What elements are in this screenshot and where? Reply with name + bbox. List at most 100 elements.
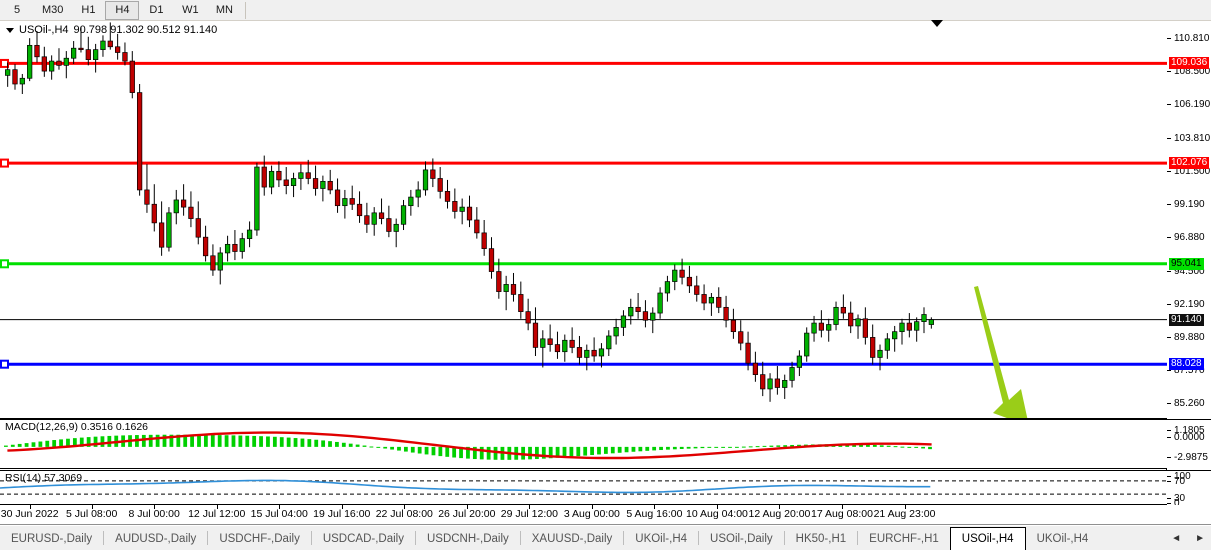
- symbol-tab[interactable]: XAUUSD-,Daily: [531, 532, 613, 545]
- symbol-tab-bar: EURUSD-,Daily AUDUSD-,Daily USDCHF-,Daily U…: [0, 526, 1211, 550]
- symbol-tab[interactable]: USOil-,Daily: [710, 532, 773, 545]
- symbol-tab[interactable]: UKOil-,H4: [635, 532, 688, 545]
- time-tick-mark: [466, 505, 468, 509]
- tick-mark: [1167, 403, 1171, 405]
- tick-mark: [1167, 337, 1171, 339]
- symbol-tab[interactable]: USOil-,H4: [949, 527, 1026, 550]
- time-tick-mark: [904, 505, 906, 509]
- macd-tick-label: 0.0000: [1167, 431, 1211, 443]
- candlestick-series: [5, 22, 934, 402]
- rsi-tick-label: 70: [1167, 475, 1211, 487]
- symbol-tab[interactable]: EURCHF-,H1: [869, 532, 939, 545]
- timeframe-button-h4[interactable]: H4: [105, 0, 140, 20]
- tick-mark: [1167, 37, 1171, 39]
- symbol-tab[interactable]: UKOil-,H4: [1036, 532, 1089, 545]
- tick-mark: [1167, 502, 1171, 504]
- price-tick-label: 110.810: [1167, 32, 1211, 44]
- price-tick-label: 103.810: [1167, 132, 1211, 144]
- price-level-badge-support[interactable]: 95.041: [1169, 257, 1204, 270]
- tick-mark: [1167, 436, 1171, 438]
- tick-mark: [1167, 475, 1171, 477]
- tab-divider: [310, 531, 312, 545]
- price-tick-label: 89.880: [1167, 332, 1211, 344]
- time-tick-mark: [404, 505, 406, 509]
- time-tick-label: 12 Aug 20:00: [748, 508, 811, 520]
- tab-prev-arrow-icon[interactable]: ◄: [1171, 532, 1182, 544]
- timeframe-toolbar: 5 M30 H1 H4 D1 W1 MN: [0, 0, 1211, 21]
- timeframe-button-d1[interactable]: D1: [149, 4, 164, 16]
- tick-mark: [1167, 480, 1171, 482]
- tick-mark: [1167, 456, 1171, 458]
- axis-separator: [1167, 419, 1211, 420]
- tick-mark: [1167, 304, 1171, 306]
- price-level-badge-last-price[interactable]: 91.140: [1169, 313, 1204, 326]
- tab-navigation: ◄ ►: [1171, 526, 1211, 550]
- time-tick-label: 5 Jul 08:00: [65, 508, 118, 520]
- time-tick-label: 5 Aug 16:00: [626, 508, 683, 520]
- tab-divider: [414, 531, 416, 545]
- tab-divider: [623, 531, 625, 545]
- chart-top-marker-icon: [931, 20, 943, 27]
- chart-plot-area[interactable]: MACD(12,26,9) 0.3516 0.1626 RSI(14) 57.3…: [0, 21, 1167, 505]
- price-tick-label: 94.500: [1167, 266, 1211, 278]
- tick-mark: [1167, 103, 1171, 105]
- chart-header: USOil-,H4 90.798 91.302 90.512 91.140: [0, 22, 217, 38]
- tick-mark: [1167, 70, 1171, 72]
- time-tick-label: 21 Aug 23:00: [873, 508, 936, 520]
- horizontal-level-line[interactable]: [0, 58, 1167, 68]
- time-tick-mark: [216, 505, 218, 509]
- time-tick-label: 26 Jul 20:00: [438, 508, 496, 520]
- symbol-tab[interactable]: USDCHF-,Daily: [219, 532, 300, 545]
- symbol-tab[interactable]: HK50-,H1: [795, 532, 847, 545]
- macd-pane[interactable]: MACD(12,26,9) 0.3516 0.1626: [0, 419, 1167, 469]
- price-tick-label: 106.190: [1167, 98, 1211, 110]
- horizontal-level-line[interactable]: [0, 259, 1167, 269]
- chevron-down-icon[interactable]: [6, 27, 14, 33]
- timeframe-button-w1[interactable]: W1: [182, 4, 199, 16]
- symbol-tab[interactable]: USDCNH-,Daily: [426, 532, 509, 545]
- tick-mark: [1167, 370, 1171, 372]
- rsi-tick-label: 100: [1167, 470, 1211, 482]
- rsi-tick-label: 30: [1167, 492, 1211, 504]
- time-tick-label: 12 Jul 12:00: [188, 508, 246, 520]
- tab-divider: [103, 531, 105, 545]
- price-pane[interactable]: [0, 21, 1167, 419]
- price-axis-scale[interactable]: 110.810 108.500 106.190 103.810 101.500 99.19…: [1167, 21, 1211, 509]
- rsi-pane[interactable]: RSI(14) 57.3069: [0, 470, 1167, 505]
- tab-divider: [857, 531, 859, 545]
- symbol-tab[interactable]: USDCAD-,Daily: [322, 532, 404, 545]
- tab-next-arrow-icon[interactable]: ►: [1195, 532, 1205, 544]
- tick-mark: [1167, 497, 1171, 499]
- time-tick-mark: [29, 505, 31, 509]
- macd-tick-label: -2.9875: [1167, 451, 1211, 463]
- price-level-badge-resistance[interactable]: 102.076: [1169, 157, 1210, 170]
- time-tick-mark: [716, 505, 718, 509]
- timeframe-button-m30[interactable]: M30: [42, 4, 64, 16]
- symbol-tab[interactable]: AUDUSD-,Daily: [115, 532, 197, 545]
- timeframe-button-h1[interactable]: H1: [81, 4, 96, 16]
- tab-divider: [783, 531, 785, 545]
- time-tick-mark: [91, 505, 93, 509]
- time-tick-mark: [279, 505, 281, 509]
- horizontal-level-line[interactable]: [0, 359, 1167, 369]
- tick-mark: [1167, 271, 1171, 273]
- price-level-badge-resistance[interactable]: 109.036: [1169, 57, 1210, 70]
- time-tick-label: 3 Aug 00:00: [563, 508, 620, 520]
- time-tick-label: 30 Jun 2022: [0, 508, 59, 520]
- tick-mark: [1167, 236, 1171, 238]
- time-axis-scale[interactable]: 30 Jun 2022 5 Jul 08:00 8 Jul 00:00 12 Jul …: [0, 505, 1211, 525]
- timeframe-button-mn[interactable]: MN: [215, 4, 233, 16]
- ohlc-values: 90.798 91.302 90.512 91.140: [73, 24, 218, 36]
- price-tick-label: 92.190: [1167, 299, 1211, 311]
- price-tick-label: 99.190: [1167, 198, 1211, 210]
- timeframe-button-5[interactable]: 5: [13, 4, 21, 16]
- horizontal-level-line[interactable]: [0, 158, 1167, 168]
- price-tick-label: 87.570: [1167, 365, 1211, 377]
- time-tick-mark: [654, 505, 656, 509]
- symbol-tab[interactable]: EURUSD-,Daily: [11, 532, 93, 545]
- price-tick-label: 108.500: [1167, 65, 1211, 77]
- time-tick-label: 29 Jul 12:00: [500, 508, 558, 520]
- macd-signal-line: [7, 431, 932, 460]
- price-level-badge-support[interactable]: 88.028: [1169, 358, 1204, 371]
- time-tick-mark: [841, 505, 843, 509]
